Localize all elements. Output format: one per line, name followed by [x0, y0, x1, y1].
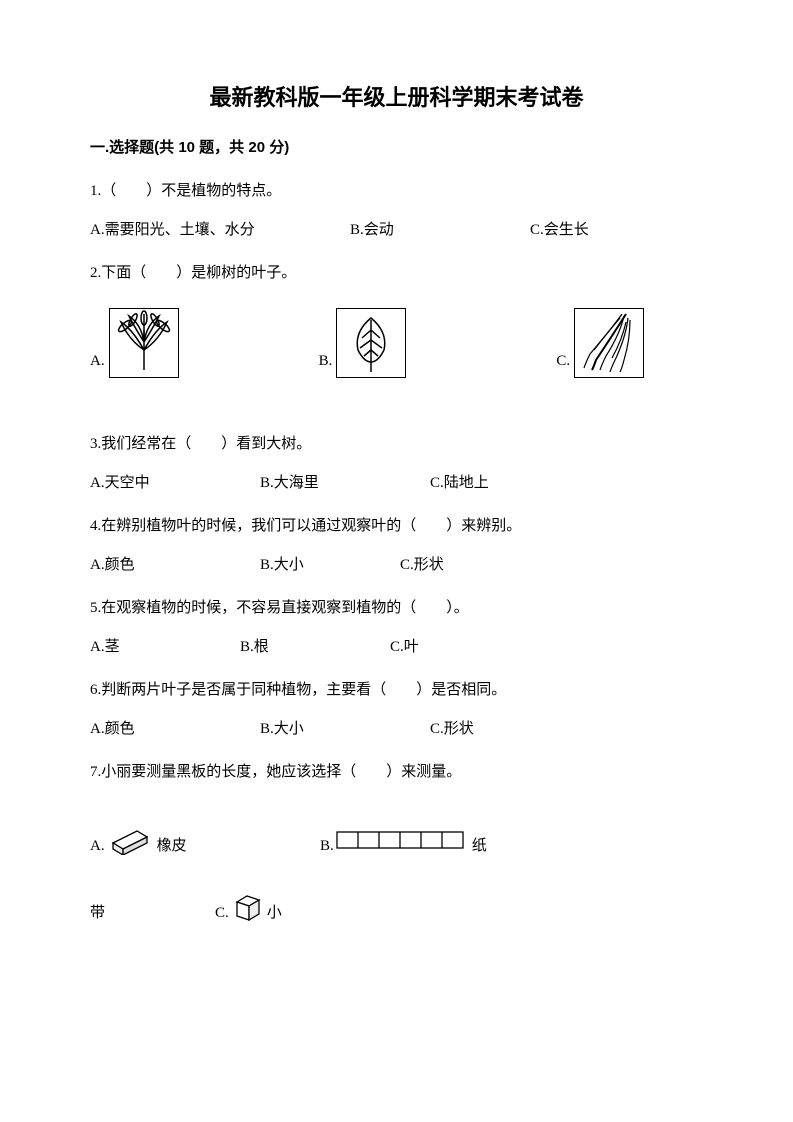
q7-opt-b-label2: 带 [90, 897, 105, 930]
cube-icon [233, 892, 263, 935]
q5-opt-a: A.茎 [90, 631, 240, 664]
q2-opt-c: C. [556, 308, 644, 378]
q7-opt-a: A. 橡皮 [90, 825, 320, 868]
q4-options: A.颜色 B.大小 C.形状 [90, 549, 703, 582]
q5-options: A.茎 B.根 C.叶 [90, 631, 703, 664]
question-5: 5.在观察植物的时候，不容易直接观察到植物的（ ）。 A.茎 B.根 C.叶 [90, 592, 703, 664]
q2-opt-c-label: C. [556, 345, 570, 378]
q2-opt-a: A. [90, 308, 179, 378]
q1-opt-c: C.会生长 [530, 214, 589, 247]
q6-opt-a: A.颜色 [90, 713, 260, 746]
q1-opt-a: A.需要阳光、土壤、水分 [90, 214, 350, 247]
q5-opt-c: C.叶 [390, 631, 419, 664]
q2-image-options: A. [90, 308, 703, 378]
q4-text: 4.在辨别植物叶的时候，我们可以通过观察叶的（ ）来辨别。 [90, 510, 703, 543]
q6-text: 6.判断两片叶子是否属于同种植物，主要看（ ）是否相同。 [90, 674, 703, 707]
exam-title: 最新教科版一年级上册科学期末考试卷 [90, 80, 703, 112]
q4-opt-c: C.形状 [400, 549, 444, 582]
willow-leaf-icon [574, 308, 644, 378]
question-7: 7.小丽要测量黑板的长度，她应该选择（ ）来测量。 A. 橡皮 B. [90, 756, 703, 935]
question-2: 2.下面（ ）是柳树的叶子。 A. [90, 257, 703, 378]
q7-opt-a-label: 橡皮 [157, 830, 187, 863]
compound-leaf-icon [109, 308, 179, 378]
q3-opt-b: B.大海里 [260, 467, 430, 500]
section-header: 一.选择题(共 10 题，共 20 分) [90, 136, 703, 157]
q6-opt-b: B.大小 [260, 713, 430, 746]
q6-opt-c: C.形状 [430, 713, 474, 746]
paper-strip-icon [336, 828, 466, 865]
q2-text: 2.下面（ ）是柳树的叶子。 [90, 257, 703, 290]
q3-opt-a: A.天空中 [90, 467, 260, 500]
q7-row1: A. 橡皮 B. [90, 825, 703, 868]
q5-opt-b: B.根 [240, 631, 390, 664]
question-6: 6.判断两片叶子是否属于同种植物，主要看（ ）是否相同。 A.颜色 B.大小 C… [90, 674, 703, 746]
question-1: 1.（ ）不是植物的特点。 A.需要阳光、土壤、水分 B.会动 C.会生长 [90, 175, 703, 247]
q7-row2: 带 C. 小 [90, 892, 703, 935]
q3-options: A.天空中 B.大海里 C.陆地上 [90, 467, 703, 500]
q3-text: 3.我们经常在（ ）看到大树。 [90, 428, 703, 461]
q7-opt-b: B. 纸 [320, 828, 487, 865]
q2-opt-b: B. [319, 308, 407, 378]
q2-opt-b-label: B. [319, 345, 333, 378]
q7-opt-a-prefix: A. [90, 830, 105, 863]
simple-leaf-icon [336, 308, 406, 378]
q1-text: 1.（ ）不是植物的特点。 [90, 175, 703, 208]
q3-opt-c: C.陆地上 [430, 467, 489, 500]
q7-opt-b-label: 纸 [472, 830, 487, 863]
q7-opt-c-label: 小 [267, 897, 282, 930]
q7-text: 7.小丽要测量黑板的长度，她应该选择（ ）来测量。 [90, 756, 703, 789]
q7-opt-c-prefix: C. [215, 897, 229, 930]
question-3: 3.我们经常在（ ）看到大树。 A.天空中 B.大海里 C.陆地上 [90, 428, 703, 500]
q1-opt-b: B.会动 [350, 214, 530, 247]
q1-options: A.需要阳光、土壤、水分 B.会动 C.会生长 [90, 214, 703, 247]
q2-opt-a-label: A. [90, 345, 105, 378]
question-4: 4.在辨别植物叶的时候，我们可以通过观察叶的（ ）来辨别。 A.颜色 B.大小 … [90, 510, 703, 582]
q6-options: A.颜色 B.大小 C.形状 [90, 713, 703, 746]
q7-opt-b-prefix: B. [320, 830, 334, 863]
q7-opt-c: C. 小 [215, 892, 282, 935]
eraser-icon [107, 825, 151, 868]
q4-opt-b: B.大小 [260, 549, 400, 582]
q4-opt-a: A.颜色 [90, 549, 260, 582]
q5-text: 5.在观察植物的时候，不容易直接观察到植物的（ ）。 [90, 592, 703, 625]
